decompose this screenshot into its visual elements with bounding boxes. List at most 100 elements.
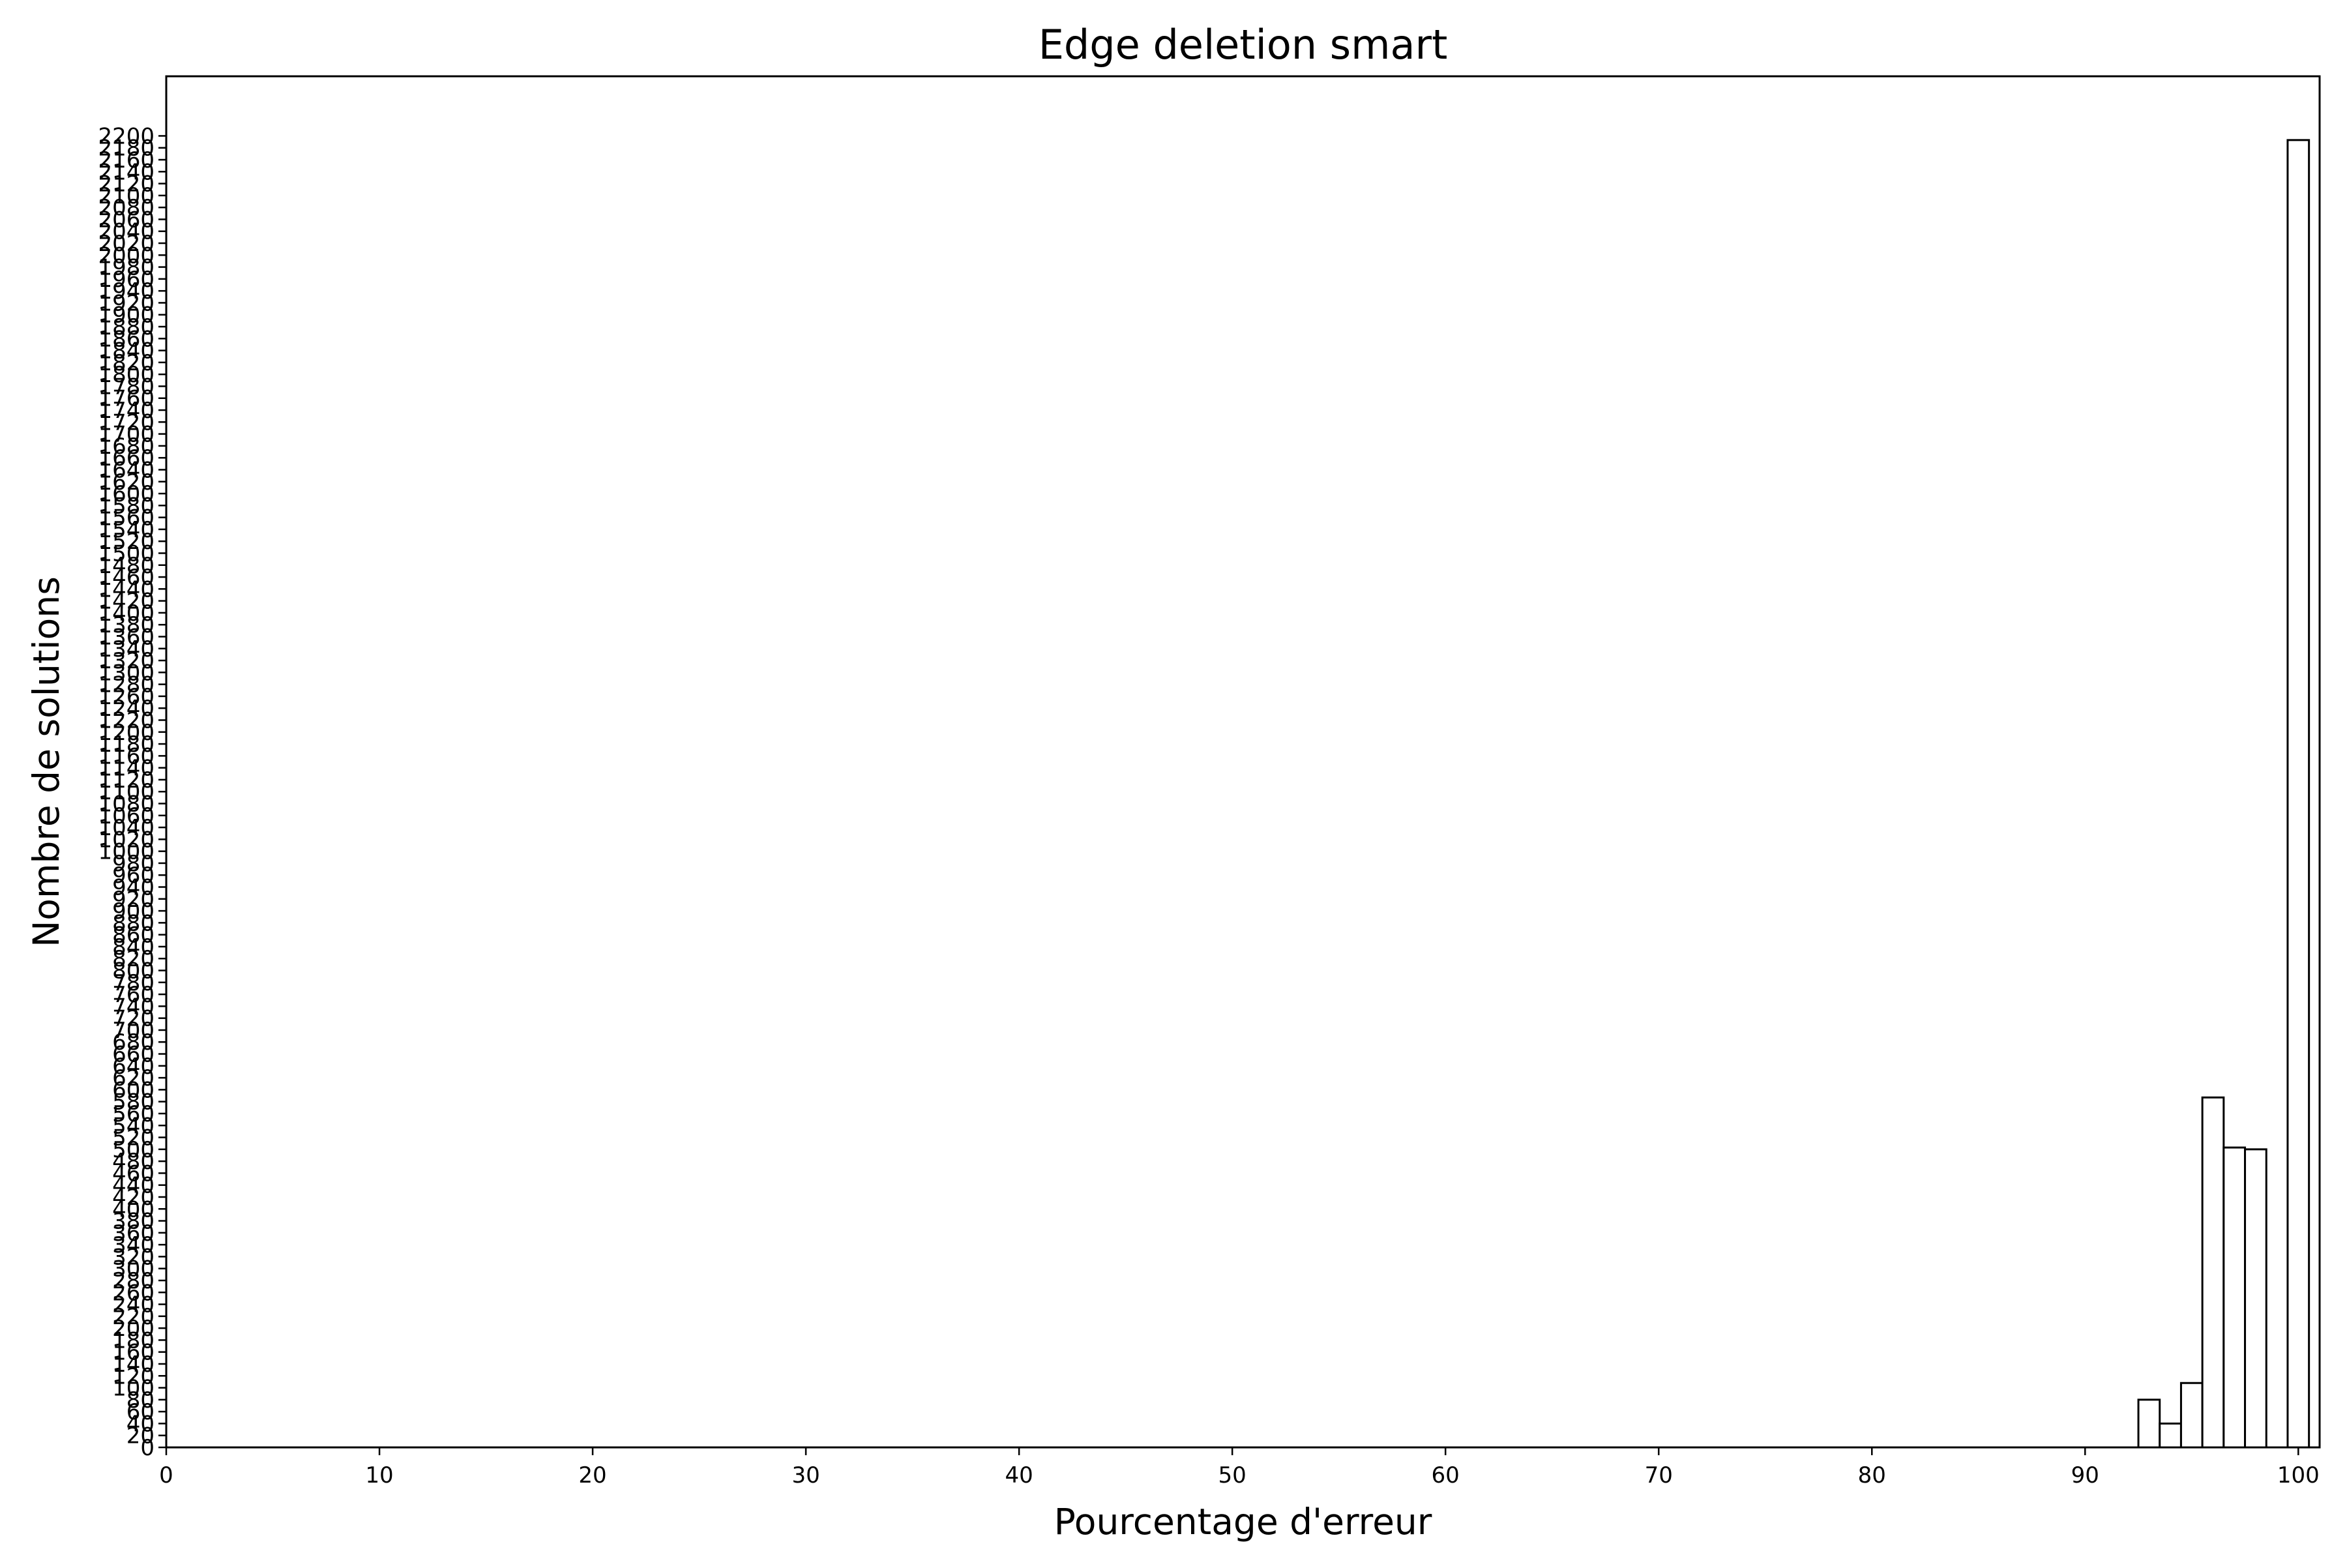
x-axis-ticks: 0 10 20 30 40 50 60 70 80 90 100 bbox=[159, 1447, 2320, 1488]
y-tick-label: 1940 bbox=[98, 278, 155, 304]
y-tick-label: 420 bbox=[112, 1185, 155, 1211]
histogram-bar bbox=[2179, 1382, 2204, 1449]
y-tick-label: 1020 bbox=[98, 827, 155, 853]
x-tick-label: 80 bbox=[1858, 1462, 1886, 1488]
y-axis-label: Nombre de solutions bbox=[25, 576, 67, 947]
y-tick-label: 440 bbox=[112, 1173, 155, 1199]
y-tick-label: 500 bbox=[112, 1137, 155, 1163]
y-tick-label: 140 bbox=[112, 1352, 155, 1378]
y-tick-label: 240 bbox=[112, 1292, 155, 1318]
y-tick-label: 560 bbox=[112, 1101, 155, 1127]
y-tick-label: 1900 bbox=[98, 303, 155, 329]
y-tick-label: 1880 bbox=[98, 314, 155, 340]
x-tick-label: 70 bbox=[1645, 1462, 1673, 1488]
y-tick-label: 940 bbox=[112, 875, 155, 901]
x-tick-label: 20 bbox=[578, 1462, 606, 1488]
y-tick-label: 2200 bbox=[98, 123, 155, 149]
y-tick-label: 1600 bbox=[98, 481, 155, 507]
y-tick-label: 740 bbox=[112, 994, 155, 1020]
y-tick-label: 2180 bbox=[98, 136, 155, 162]
x-tick-label: 30 bbox=[791, 1462, 819, 1488]
y-tick-label: 2100 bbox=[98, 183, 155, 209]
y-tick-label: 1000 bbox=[98, 839, 155, 865]
x-tick-label: 40 bbox=[1005, 1462, 1033, 1488]
y-tick-label: 220 bbox=[112, 1304, 155, 1330]
histogram-bar bbox=[2222, 1146, 2247, 1449]
y-tick-label: 860 bbox=[112, 923, 155, 949]
y-tick-label: 540 bbox=[112, 1113, 155, 1139]
y-tick-label: 80 bbox=[126, 1387, 155, 1413]
y-tick-label: 1620 bbox=[98, 469, 155, 496]
y-tick-label: 360 bbox=[112, 1220, 155, 1247]
y-tick-label: 60 bbox=[126, 1399, 155, 1425]
y-tick-label: 1260 bbox=[98, 684, 155, 710]
y-tick-label: 800 bbox=[112, 958, 155, 984]
y-tick-label: 2000 bbox=[98, 243, 155, 269]
y-tick-label: 2040 bbox=[98, 219, 155, 245]
histogram-bar bbox=[2159, 1422, 2182, 1449]
y-tick-label: 300 bbox=[112, 1256, 155, 1282]
y-tick-label: 920 bbox=[112, 887, 155, 913]
y-tick-label: 880 bbox=[112, 910, 155, 936]
y-tick-label: 1840 bbox=[98, 338, 155, 364]
y-tick-label: 100 bbox=[112, 1376, 155, 1402]
y-tick-label: 1720 bbox=[98, 409, 155, 436]
y-tick-label: 1580 bbox=[98, 493, 155, 519]
y-tick-label: 1180 bbox=[98, 732, 155, 758]
y-tick-label: 1440 bbox=[98, 576, 155, 602]
y-tick-label: 480 bbox=[112, 1149, 155, 1175]
y-tick-label: 1200 bbox=[98, 720, 155, 746]
y-tick-label: 460 bbox=[112, 1161, 155, 1187]
histogram-bar bbox=[2286, 139, 2310, 1449]
y-tick-label: 1040 bbox=[98, 815, 155, 841]
y-tick-label: 680 bbox=[112, 1029, 155, 1056]
x-tick-label: 60 bbox=[1432, 1462, 1460, 1488]
y-tick-label: 340 bbox=[112, 1232, 155, 1258]
y-tick-label: 1520 bbox=[98, 529, 155, 555]
y-tick-label: 760 bbox=[112, 982, 155, 1008]
y-tick-label: 520 bbox=[112, 1125, 155, 1151]
y-tick-label: 1100 bbox=[98, 779, 155, 805]
y-tick-label: 1540 bbox=[98, 517, 155, 543]
x-tick-label: 50 bbox=[1218, 1462, 1247, 1488]
y-tick-label: 720 bbox=[112, 1006, 155, 1032]
y-tick-label: 280 bbox=[112, 1268, 155, 1294]
bars bbox=[2137, 139, 2310, 1449]
y-tick-label: 1980 bbox=[98, 255, 155, 281]
y-tick-label: 1340 bbox=[98, 636, 155, 662]
y-tick-label: 380 bbox=[112, 1209, 155, 1235]
y-tick-label: 1460 bbox=[98, 565, 155, 591]
y-tick-label: 840 bbox=[112, 934, 155, 960]
y-tick-label: 1300 bbox=[98, 660, 155, 686]
y-tick-label: 260 bbox=[112, 1280, 155, 1306]
y-tick-label: 1660 bbox=[98, 445, 155, 471]
y-tick-label: 1140 bbox=[98, 756, 155, 782]
y-tick-label: 1480 bbox=[98, 553, 155, 579]
y-tick-label: 2120 bbox=[98, 171, 155, 198]
x-axis-label: Pourcentage d'erreur bbox=[1054, 1501, 1432, 1543]
y-tick-label: 0 bbox=[140, 1435, 155, 1461]
x-tick-label: 0 bbox=[159, 1462, 173, 1488]
y-tick-label: 1320 bbox=[98, 648, 155, 674]
y-tick-label: 180 bbox=[112, 1327, 155, 1354]
y-tick-label: 1560 bbox=[98, 505, 155, 531]
histogram-bar bbox=[2137, 1398, 2161, 1449]
chart-title: Edge deletion smart bbox=[1039, 21, 1448, 68]
y-tick-label: 820 bbox=[112, 946, 155, 972]
x-tick-label: 100 bbox=[2277, 1462, 2320, 1488]
y-tick-label: 600 bbox=[112, 1077, 155, 1103]
y-tick-label: 580 bbox=[112, 1089, 155, 1116]
y-tick-label: 200 bbox=[112, 1316, 155, 1342]
y-tick-label: 620 bbox=[112, 1065, 155, 1091]
y-tick-label: 1820 bbox=[98, 350, 155, 376]
y-tick-label: 1060 bbox=[98, 803, 155, 829]
y-tick-label: 2080 bbox=[98, 195, 155, 221]
y-tick-label: 660 bbox=[112, 1042, 155, 1068]
y-tick-label: 400 bbox=[112, 1196, 155, 1222]
y-tick-label: 1400 bbox=[98, 600, 155, 627]
y-tick-label: 2160 bbox=[98, 147, 155, 173]
x-tick-label: 90 bbox=[2071, 1462, 2099, 1488]
y-tick-label: 1920 bbox=[98, 290, 155, 316]
